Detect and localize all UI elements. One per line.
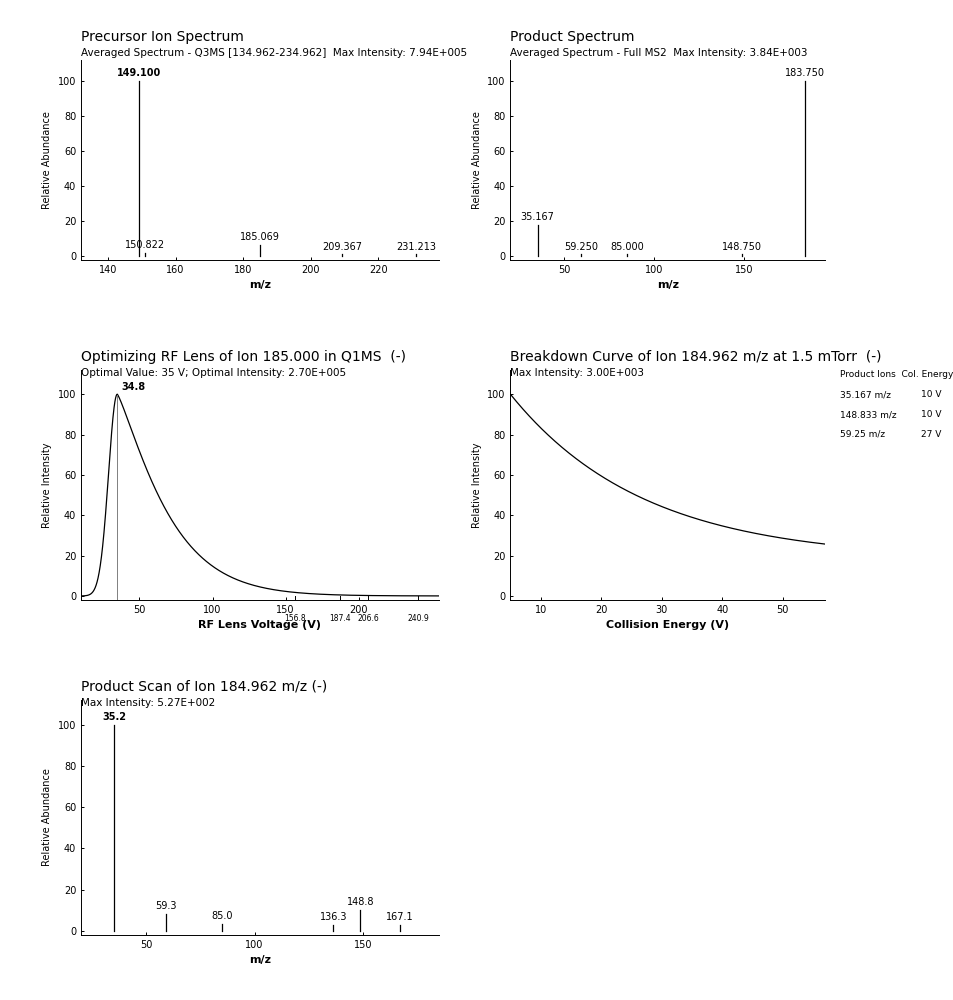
Text: 35.167: 35.167	[520, 212, 554, 222]
Text: Averaged Spectrum - Full MS2  Max Intensity: 3.84E+003: Averaged Spectrum - Full MS2 Max Intensi…	[510, 48, 807, 58]
Text: 150.822: 150.822	[125, 240, 165, 250]
Text: 27 V: 27 V	[920, 430, 940, 439]
Text: 59.250: 59.250	[563, 242, 598, 252]
Text: 206.6: 206.6	[357, 614, 378, 623]
Text: Breakdown Curve of Ion 184.962 m/z at 1.5 mTorr  (-): Breakdown Curve of Ion 184.962 m/z at 1.…	[510, 350, 881, 364]
Text: Optimal Value: 35 V; Optimal Intensity: 2.70E+005: Optimal Value: 35 V; Optimal Intensity: …	[81, 368, 346, 378]
Text: 35.2: 35.2	[102, 712, 126, 722]
Text: 10 V: 10 V	[920, 410, 940, 419]
Text: 10 V: 10 V	[920, 390, 940, 399]
Text: 148.8: 148.8	[346, 897, 374, 907]
Text: Product Spectrum: Product Spectrum	[510, 30, 635, 44]
Text: 149.100: 149.100	[116, 68, 161, 78]
X-axis label: m/z: m/z	[249, 955, 271, 965]
Text: Max Intensity: 5.27E+002: Max Intensity: 5.27E+002	[81, 698, 215, 708]
Y-axis label: Relative Abundance: Relative Abundance	[471, 111, 481, 209]
Y-axis label: Relative Intensity: Relative Intensity	[42, 442, 52, 528]
Text: Averaged Spectrum - Q3MS [134.962-234.962]  Max Intensity: 7.94E+005: Averaged Spectrum - Q3MS [134.962-234.96…	[81, 48, 467, 58]
X-axis label: m/z: m/z	[249, 280, 271, 290]
Text: 136.3: 136.3	[319, 912, 347, 922]
X-axis label: Collision Energy (V): Collision Energy (V)	[605, 620, 729, 630]
Text: 34.8: 34.8	[122, 382, 146, 392]
X-axis label: RF Lens Voltage (V): RF Lens Voltage (V)	[198, 620, 321, 630]
Y-axis label: Relative Abundance: Relative Abundance	[42, 769, 52, 866]
Text: Precursor Ion Spectrum: Precursor Ion Spectrum	[81, 30, 244, 44]
Text: 183.750: 183.750	[784, 68, 824, 78]
Text: 59.25 m/z: 59.25 m/z	[839, 430, 883, 439]
Text: 240.9: 240.9	[407, 614, 429, 623]
Text: Optimizing RF Lens of Ion 185.000 in Q1MS  (-): Optimizing RF Lens of Ion 185.000 in Q1M…	[81, 350, 406, 364]
Text: 35.167 m/z: 35.167 m/z	[839, 390, 889, 399]
Text: Product Ions  Col. Energy: Product Ions Col. Energy	[839, 370, 952, 379]
Text: 59.3: 59.3	[155, 901, 177, 911]
Text: Product Scan of Ion 184.962 m/z (-): Product Scan of Ion 184.962 m/z (-)	[81, 680, 327, 694]
Y-axis label: Relative Intensity: Relative Intensity	[471, 442, 481, 528]
Text: 148.750: 148.750	[721, 242, 761, 252]
Y-axis label: Relative Abundance: Relative Abundance	[42, 111, 52, 209]
Text: 148.833 m/z: 148.833 m/z	[839, 410, 895, 419]
Text: 231.213: 231.213	[395, 242, 436, 252]
Text: 85.0: 85.0	[211, 911, 233, 921]
Text: Max Intensity: 3.00E+003: Max Intensity: 3.00E+003	[510, 368, 643, 378]
Text: 209.367: 209.367	[322, 242, 362, 252]
Text: 187.4: 187.4	[329, 614, 351, 623]
Text: 167.1: 167.1	[386, 912, 414, 922]
Text: 85.000: 85.000	[610, 242, 643, 252]
Text: 156.8: 156.8	[284, 614, 306, 623]
Text: 185.069: 185.069	[240, 232, 280, 242]
X-axis label: m/z: m/z	[656, 280, 679, 290]
